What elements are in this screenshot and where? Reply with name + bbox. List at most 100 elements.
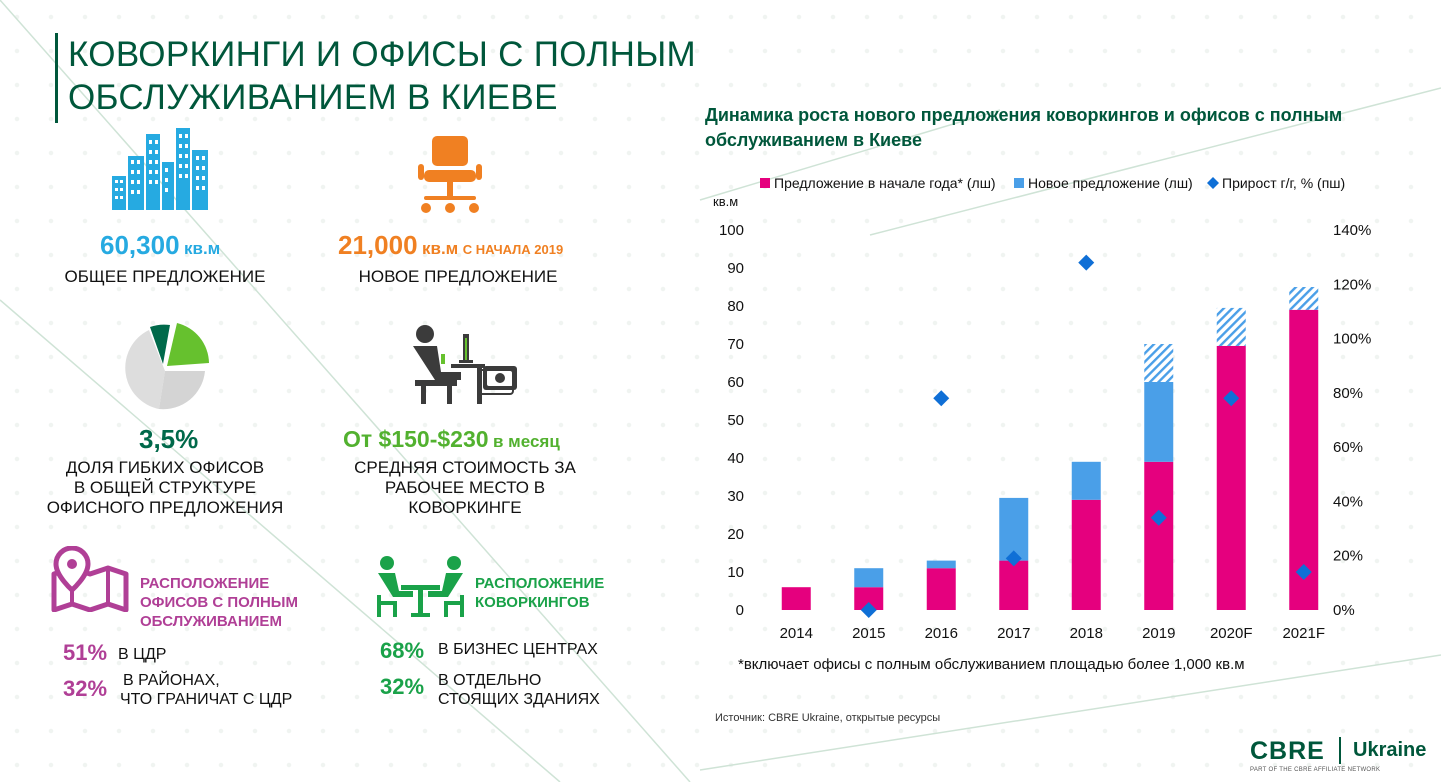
location-offices-title-line-3: ОБСЛУЖИВАНИЕМ	[140, 613, 282, 630]
y-tick-label: 10	[727, 564, 744, 581]
bar-supply-start	[1216, 345, 1246, 610]
y-tick-label: 90	[727, 260, 744, 277]
location-offices-pct-2: 32%	[63, 676, 108, 701]
growth-point	[933, 390, 950, 407]
y-tick-label: 0	[736, 602, 744, 619]
growth-point	[1150, 509, 1167, 526]
location-coworking-title-line-1: РАСПОЛОЖЕНИЕ	[475, 575, 605, 592]
y2-tick-label: 80%	[1333, 385, 1363, 402]
growth-point	[1295, 564, 1312, 580]
stat-new-unit: кв.м	[421, 239, 459, 258]
y-tick-label: 20	[727, 526, 744, 543]
bar-supply-start	[854, 587, 884, 610]
legend-swatch	[1014, 178, 1024, 188]
bar-new-supply-forecast	[1144, 344, 1174, 382]
location-offices-label-1: В ЦДР	[118, 646, 167, 663]
coworking-people-icon	[377, 556, 464, 617]
x-tick-label: 2018	[1070, 625, 1103, 642]
person-at-desk-icon	[413, 325, 517, 404]
location-offices-title-line-1: РАСПОЛОЖЕНИЕ	[140, 575, 270, 592]
location-offices-label-2-line-1: В РАЙОНАХ,	[123, 672, 220, 689]
office-chair-icon	[418, 136, 482, 213]
location-coworking-label-1: В БИЗНЕС ЦЕНТРАХ	[438, 641, 598, 658]
chart-source: Источник: CBRE Ukraine, открытые ресурсы	[715, 712, 941, 724]
y2-tick-label: 140%	[1333, 222, 1371, 239]
y2-tick-label: 60%	[1333, 439, 1363, 456]
y-tick-label: 60	[727, 374, 744, 391]
y-tick-label: 70	[727, 336, 744, 353]
y2-tick-label: 100%	[1333, 331, 1371, 348]
bar-new-supply	[854, 568, 884, 588]
legend-swatch	[1207, 177, 1219, 189]
location-offices-pct-1: 51%	[63, 640, 108, 665]
location-coworking-pct-2: 32%	[380, 674, 425, 699]
y-tick-label: 50	[727, 412, 744, 429]
bar-supply-start	[1289, 309, 1319, 610]
legend-label: Новое предложение (лш)	[1028, 175, 1193, 191]
y-tick-label: 40	[727, 450, 744, 467]
location-offices-label-2-line-2: ЧТО ГРАНИЧАТ С ЦДР	[120, 691, 293, 708]
y2-tick-label: 0%	[1333, 602, 1355, 619]
location-offices-label-2: В РАЙОНАХ, ЧТО ГРАНИЧАТ С ЦДР	[120, 671, 292, 709]
stat-share-caption: ДОЛЯ ГИБКИХ ОФИСОВ В ОБЩЕЙ СТРУКТУРЕ ОФИ…	[30, 458, 300, 518]
location-coworking-pct-1: 68%	[380, 638, 425, 663]
stat-total-caption: ОБЩЕЕ ПРЕДЛОЖЕНИЕ	[64, 267, 266, 286]
logo-separator	[1339, 737, 1341, 764]
stat-share-number: 3,5%	[139, 424, 199, 454]
map-pin-icon	[51, 546, 129, 612]
logo-tagline: PART OF THE CBRE AFFILIATE NETWORK	[1250, 767, 1381, 773]
location-coworking-title: РАСПОЛОЖЕНИЕ КОВОРКИНГОВ	[475, 574, 604, 612]
bar-new-supply	[1071, 461, 1101, 500]
bar-new-supply-forecast	[1289, 287, 1319, 310]
bar-supply-start	[781, 587, 811, 610]
stat-cost-value: От $150-$230 в месяц	[343, 426, 560, 453]
growth-point	[860, 602, 877, 618]
legend-label: Предложение в начале года* (лш)	[774, 175, 996, 191]
bar-new-supply-forecast	[1216, 307, 1246, 346]
city-buildings-icon	[112, 128, 208, 210]
x-tick-label: 2021F	[1282, 625, 1325, 642]
stat-share-caption-line-3: ОФИСНОГО ПРЕДЛОЖЕНИЯ	[46, 498, 284, 517]
stat-cost-caption-line-2: РАБОЧЕЕ МЕСТО В	[384, 478, 546, 497]
chart-title: Динамика роста нового предложения коворк…	[705, 105, 1343, 150]
stat-total-unit: кв.м	[183, 239, 221, 258]
y-axis-unit-label: кв.м	[713, 194, 738, 209]
logo-region: Ukraine	[1353, 739, 1427, 761]
x-tick-label: 2015	[852, 625, 885, 642]
x-tick-label: 2014	[780, 625, 813, 642]
y2-tick-label: 20%	[1333, 548, 1363, 565]
location-offices-title: РАСПОЛОЖЕНИЕ ОФИСОВ С ПОЛНЫМ ОБСЛУЖИВАНИ…	[140, 574, 298, 631]
y2-tick-label: 120%	[1333, 276, 1371, 293]
chart-footnote: *включает офисы с полным обслуживанием п…	[738, 656, 1245, 673]
y-tick-label: 30	[727, 488, 744, 505]
legend-label: Прирост г/г, % (пш)	[1222, 175, 1345, 191]
stat-new-suffix: С НАЧАЛА 2019	[462, 242, 564, 257]
stat-new-value: 21,000 кв.м С НАЧАЛА 2019	[338, 230, 563, 261]
y-tick-label: 100	[719, 222, 744, 239]
page-title-line-1: КОВОРКИНГИ И ОФИСЫ С ПОЛНЫМ	[68, 35, 696, 74]
x-tick-label: 2016	[925, 625, 958, 642]
stat-share-caption-line-1: ДОЛЯ ГИБКИХ ОФИСОВ	[65, 458, 265, 477]
y-tick-label: 80	[727, 298, 744, 315]
location-coworking-label-2-line-2: СТОЯЩИХ ЗДАНИЯХ	[438, 691, 600, 708]
stat-new-caption: НОВОЕ ПРЕДЛОЖЕНИЕ	[358, 267, 558, 286]
location-offices-title-line-2: ОФИСОВ С ПОЛНЫМ	[140, 594, 298, 611]
growth-point	[1223, 390, 1240, 407]
logo-brand: CBRE	[1250, 737, 1325, 765]
page-title-line-2: ОБСЛУЖИВАНИЕМ В КИЕВЕ	[68, 78, 558, 117]
growth-point	[1005, 550, 1022, 567]
bar-new-supply	[1144, 382, 1174, 462]
growth-point	[1078, 254, 1095, 271]
page-title: КОВОРКИНГИ И ОФИСЫ С ПОЛНЫМ ОБСЛУЖИВАНИЕ…	[68, 33, 696, 119]
bar-new-supply	[926, 560, 956, 569]
stat-cost-caption-line-1: СРЕДНЯЯ СТОИМОСТЬ ЗА	[354, 458, 576, 477]
x-tick-label: 2020F	[1210, 625, 1253, 642]
stat-cost-number: От $150-$230	[343, 426, 489, 452]
location-coworking-title-line-2: КОВОРКИНГОВ	[475, 594, 590, 611]
bar-supply-start	[1071, 499, 1101, 610]
location-coworking-label-2: В ОТДЕЛЬНО СТОЯЩИХ ЗДАНИЯХ	[438, 671, 600, 709]
bar-supply-start	[999, 560, 1029, 610]
stat-share-caption-line-2: В ОБЩЕЙ СТРУКТУРЕ	[73, 478, 257, 497]
